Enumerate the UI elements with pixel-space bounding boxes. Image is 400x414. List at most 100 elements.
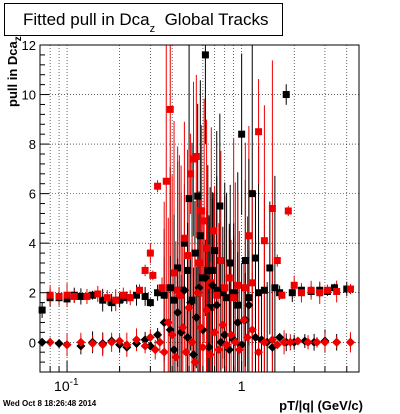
data-point-diamond (202, 305, 212, 315)
data-point-square (77, 292, 85, 300)
data-point-diamond (312, 337, 322, 347)
y-tick-label: 2 (29, 286, 36, 301)
data-point-square (170, 269, 178, 277)
data-point-square (94, 290, 102, 298)
data-point-diamond (226, 330, 236, 340)
data-point-square (217, 257, 225, 265)
data-point-square (234, 281, 242, 289)
data-point-square (211, 247, 219, 255)
x-tick-label: 10-1 (54, 377, 79, 394)
data-point-square (174, 264, 182, 272)
data-point-diamond (200, 273, 210, 283)
data-point-square (230, 289, 238, 297)
data-point-diamond (167, 330, 177, 340)
data-point-square (238, 130, 246, 138)
data-point-square (195, 259, 203, 267)
data-point-diamond (184, 303, 194, 313)
data-point-square (160, 291, 168, 299)
y-tick-label: 10 (22, 88, 36, 103)
data-point-square (70, 292, 78, 300)
data-point-square (273, 257, 281, 265)
data-point-diamond (207, 280, 217, 290)
data-point-diamond (279, 337, 289, 347)
data-markers (37, 51, 355, 367)
data-point-square (166, 284, 174, 292)
data-point-square (200, 217, 208, 225)
data-point-square (133, 291, 141, 299)
data-point-diamond (153, 330, 163, 340)
data-point-square (241, 257, 249, 265)
data-point-square (83, 292, 91, 300)
data-point-diamond (183, 332, 193, 342)
data-point-square (282, 91, 290, 99)
data-point-diamond (155, 337, 165, 347)
data-point-square (146, 249, 154, 257)
data-point-diamond (107, 337, 117, 347)
data-point-square (260, 286, 268, 294)
data-point-diamond (332, 337, 342, 347)
data-point-square (333, 287, 341, 295)
data-point-square (63, 295, 71, 303)
data-point-square (136, 286, 144, 294)
data-point-square (251, 254, 259, 262)
data-point-square (213, 291, 221, 299)
data-point-square (268, 205, 276, 212)
data-point-square (99, 296, 107, 304)
data-point-diamond (247, 325, 257, 335)
y-tick-label: 6 (29, 187, 36, 202)
y-tick-label: 4 (29, 236, 36, 251)
data-point-diamond (239, 315, 249, 325)
data-point-diamond (285, 337, 295, 347)
data-point-diamond (98, 340, 108, 350)
data-point-diamond (115, 336, 125, 346)
data-point-square (184, 252, 192, 260)
data-point-square (180, 239, 188, 247)
data-point-diamond (88, 339, 98, 349)
chart-title: Fitted pull in Dcaz Global Tracks (23, 10, 269, 35)
data-point-square (46, 291, 54, 299)
data-point-square (297, 289, 305, 297)
data-point-square (166, 105, 174, 113)
data-point-square (343, 285, 351, 293)
data-point-square (141, 266, 149, 274)
data-point-square (146, 299, 154, 307)
data-point-diamond (267, 335, 277, 345)
data-point-square (307, 286, 315, 294)
data-point-diamond (174, 290, 184, 300)
data-point-square (119, 291, 127, 299)
data-point-diamond (293, 336, 303, 346)
data-point-diamond (173, 308, 183, 318)
data-point-diamond (275, 332, 285, 342)
chart-title-main: Fitted pull in Dca (23, 10, 150, 29)
data-point-diamond (189, 350, 199, 360)
data-point-diamond (222, 340, 232, 350)
data-point-diamond (320, 337, 330, 347)
data-point-diamond (140, 341, 150, 351)
chart-title-subscript: z (149, 23, 156, 35)
data-point-square (174, 286, 182, 294)
data-point-square (241, 284, 249, 292)
data-point-square (203, 244, 211, 252)
data-point-diamond (150, 345, 160, 355)
data-point-square (198, 207, 206, 215)
data-point-square (316, 289, 324, 297)
data-point-diamond (272, 340, 282, 350)
data-point-diamond (242, 332, 252, 342)
data-point-square (196, 232, 204, 240)
data-point-diamond (169, 345, 179, 355)
data-point-square (284, 207, 292, 215)
data-point-square (245, 294, 253, 302)
data-point-diamond (198, 342, 208, 352)
data-point-diamond (190, 357, 200, 367)
data-point-square (112, 296, 120, 304)
data-point-square (158, 284, 166, 292)
data-point-diamond (244, 300, 254, 310)
data-point-square (248, 190, 256, 198)
data-point-diamond (259, 337, 269, 347)
data-point-square (194, 192, 202, 200)
data-point-square (149, 271, 157, 279)
data-point-square (154, 182, 162, 190)
data-point-diamond (145, 332, 155, 342)
data-point-diamond (54, 339, 64, 349)
